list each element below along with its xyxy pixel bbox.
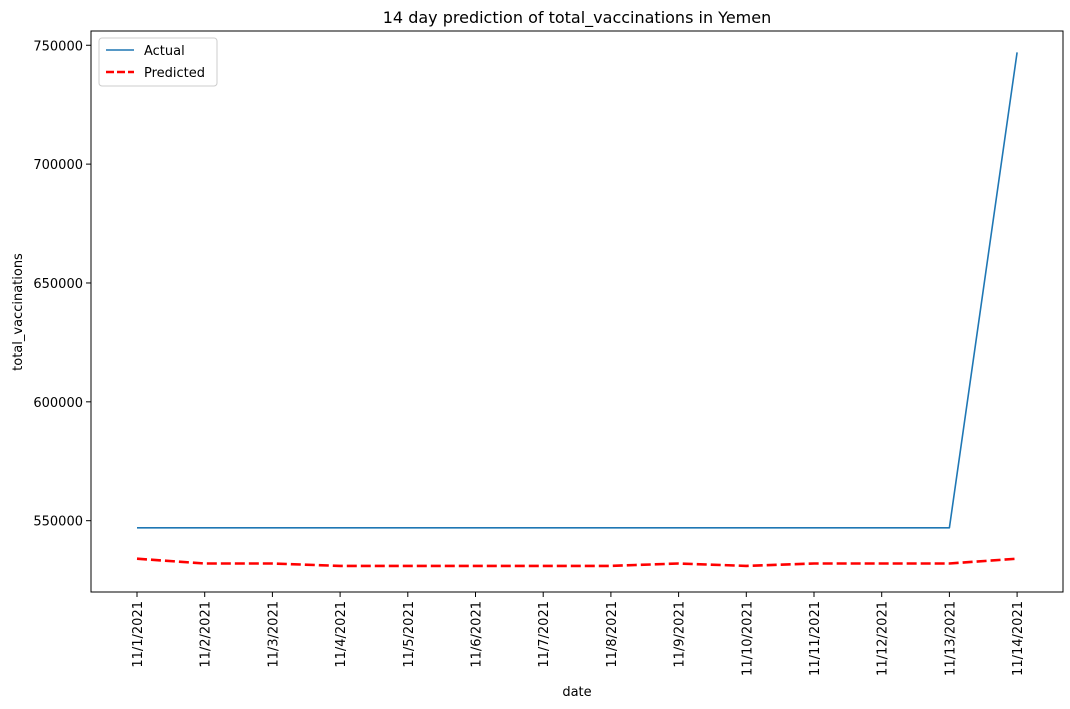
y-axis: 550000 600000 650000 700000 750000 (33, 39, 91, 530)
y-tick-label: 650000 (33, 277, 83, 292)
x-axis-label: date (562, 685, 591, 700)
y-tick-label: 550000 (33, 515, 83, 530)
x-tick-label: 11/10/2021 (740, 601, 755, 676)
y-axis-label: total_vaccinations (11, 253, 26, 371)
series-line-predicted (136, 557, 1018, 568)
x-tick-label: 11/4/2021 (334, 601, 349, 668)
x-tick-label: 11/14/2021 (1011, 601, 1026, 676)
x-axis: 11/1/2021 11/2/2021 11/3/2021 11/4/2021 11/5… (131, 592, 1026, 676)
chart-title: 14 day prediction of total_vaccinations … (383, 8, 771, 28)
x-tick-label: 11/5/2021 (402, 601, 417, 668)
x-tick-label: 11/9/2021 (673, 601, 688, 668)
y-tick-label: 600000 (33, 396, 83, 411)
x-tick-label: 11/13/2021 (943, 601, 958, 676)
x-tick-label: 11/1/2021 (131, 601, 146, 668)
plot-area (90, 30, 1064, 593)
x-tick-label: 11/11/2021 (808, 601, 823, 676)
x-tick-label: 11/3/2021 (266, 601, 281, 668)
x-tick-label: 11/12/2021 (876, 601, 891, 676)
legend-label-actual: Actual (144, 44, 185, 59)
x-tick-label: 11/6/2021 (470, 601, 485, 668)
y-tick-label: 750000 (33, 39, 83, 54)
x-tick-label: 11/2/2021 (199, 601, 214, 668)
x-tick-label: 11/7/2021 (537, 601, 552, 668)
legend: Actual Predicted (98, 37, 218, 87)
series-line-actual (137, 52, 1018, 529)
series-layer (136, 52, 1018, 568)
legend-label-predicted: Predicted (144, 66, 205, 81)
y-tick-label: 700000 (33, 158, 83, 173)
x-tick-label: 11/8/2021 (605, 601, 620, 668)
